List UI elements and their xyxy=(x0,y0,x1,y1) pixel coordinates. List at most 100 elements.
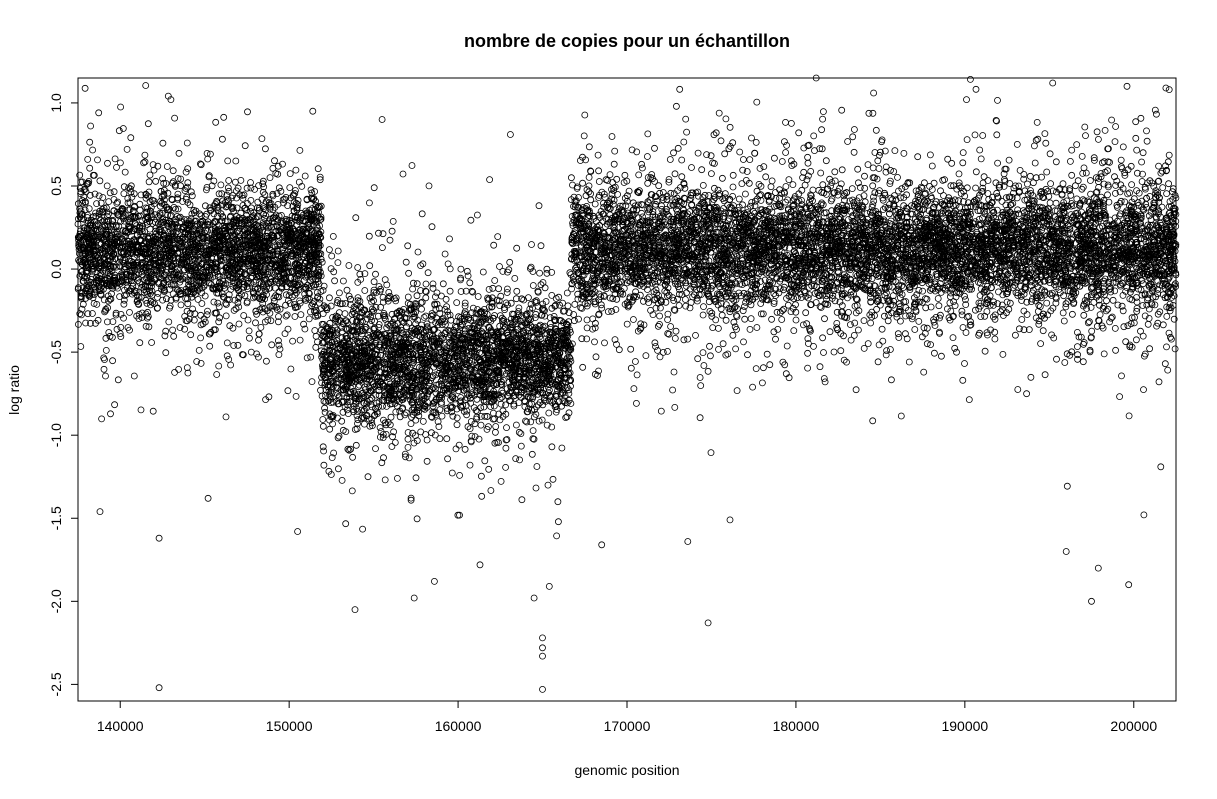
data-point xyxy=(117,159,124,167)
data-point xyxy=(145,178,153,186)
data-point xyxy=(165,318,173,326)
data-point xyxy=(215,362,223,370)
data-point xyxy=(311,327,319,334)
data-point xyxy=(117,323,125,331)
data-point xyxy=(134,274,142,282)
data-point xyxy=(489,284,497,292)
data-point xyxy=(114,376,122,384)
data-point xyxy=(420,313,428,321)
data-point xyxy=(422,312,430,320)
data-point xyxy=(297,311,305,319)
data-point xyxy=(84,155,92,163)
data-point xyxy=(217,181,225,189)
data-point xyxy=(224,241,232,248)
data-point xyxy=(237,209,245,217)
data-point xyxy=(503,424,510,432)
data-point xyxy=(142,190,150,198)
data-point xyxy=(127,134,135,142)
data-point xyxy=(197,280,205,288)
data-point xyxy=(307,353,315,361)
data-point xyxy=(94,156,101,164)
data-point xyxy=(224,184,232,192)
data-point xyxy=(453,299,461,307)
data-point xyxy=(91,190,99,198)
data-point xyxy=(130,372,138,380)
data-point xyxy=(149,407,157,415)
data-point xyxy=(188,192,196,200)
data-point xyxy=(137,406,145,414)
data-point xyxy=(235,320,243,328)
data-point xyxy=(175,149,183,157)
data-point xyxy=(102,372,109,380)
data-point xyxy=(121,217,128,225)
data-point xyxy=(247,348,255,356)
data-point xyxy=(184,179,192,187)
data-point xyxy=(77,343,85,350)
data-point xyxy=(163,163,171,170)
data-point xyxy=(283,311,291,319)
data-point xyxy=(123,145,131,153)
data-point xyxy=(227,361,235,369)
data-point xyxy=(89,146,96,154)
data-point xyxy=(370,307,378,315)
data-point xyxy=(144,313,152,320)
data-point xyxy=(198,300,206,307)
data-point xyxy=(305,315,313,323)
data-point xyxy=(257,323,265,331)
data-point xyxy=(453,421,461,429)
data-point xyxy=(274,337,282,345)
data-point xyxy=(177,287,185,294)
data-point xyxy=(184,165,192,173)
data-point xyxy=(276,345,284,353)
data-point xyxy=(241,142,249,150)
data-point xyxy=(271,277,279,285)
data-point xyxy=(110,196,118,203)
data-point xyxy=(293,214,301,222)
data-point xyxy=(266,174,274,182)
data-point xyxy=(243,298,251,305)
data-point xyxy=(125,184,133,192)
data-point xyxy=(255,336,262,344)
data-point xyxy=(237,176,245,184)
data-point xyxy=(225,355,233,363)
data-point xyxy=(255,330,263,338)
data-point xyxy=(296,146,304,154)
data-point xyxy=(223,339,231,347)
data-point xyxy=(243,206,251,214)
data-point xyxy=(142,194,150,202)
data-point xyxy=(345,262,353,269)
data-point xyxy=(221,224,229,232)
data-point xyxy=(245,327,253,335)
data-point xyxy=(86,164,94,172)
data-point xyxy=(293,221,301,229)
data-point xyxy=(157,270,165,278)
data-point xyxy=(107,410,114,418)
data-point xyxy=(370,278,378,286)
data-point xyxy=(247,196,255,204)
data-point xyxy=(281,330,289,338)
data-point xyxy=(247,184,255,192)
data-point xyxy=(291,313,299,320)
data-point xyxy=(183,183,191,191)
data-point xyxy=(187,188,195,196)
data-point xyxy=(177,182,184,190)
data-point xyxy=(104,159,111,167)
data-point xyxy=(85,205,93,213)
data-point xyxy=(197,334,205,342)
data-point xyxy=(230,342,238,349)
data-point xyxy=(99,194,107,201)
data-point xyxy=(248,273,256,281)
data-point xyxy=(286,184,294,192)
data-point xyxy=(277,187,285,195)
data-point xyxy=(97,291,105,299)
data-point xyxy=(87,122,94,130)
data-point xyxy=(152,177,160,185)
data-point xyxy=(89,310,96,317)
data-point xyxy=(175,214,183,222)
data-point xyxy=(255,204,263,212)
data-point xyxy=(225,177,233,184)
data-point xyxy=(160,179,168,187)
data-point xyxy=(308,378,316,386)
data-point xyxy=(170,332,178,340)
